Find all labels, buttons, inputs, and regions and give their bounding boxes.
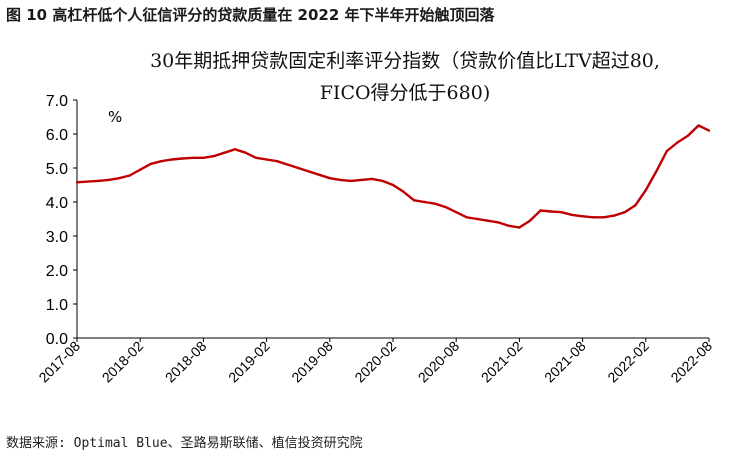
data-point xyxy=(328,177,331,180)
data-point xyxy=(444,205,447,209)
data-point xyxy=(613,214,616,217)
data-point xyxy=(265,158,268,161)
data-point xyxy=(233,148,237,151)
y-tick-label: 4.0 xyxy=(46,195,68,212)
data-point xyxy=(433,202,437,205)
data-point xyxy=(223,151,226,154)
y-tick-label: 0.0 xyxy=(46,331,68,348)
figure-caption: 图 10 高杠杆低个人征信评分的贷款质量在 2022 年下半年开始触顶回落 xyxy=(6,6,495,24)
data-point xyxy=(75,181,79,184)
data-point xyxy=(686,134,690,137)
data-point xyxy=(518,226,521,229)
y-tick-label: 2.0 xyxy=(46,263,68,280)
data-point xyxy=(644,188,647,192)
y-tick-label: 6.0 xyxy=(46,127,68,144)
data-point xyxy=(349,179,353,183)
data-point xyxy=(655,170,658,173)
data-point xyxy=(707,129,711,132)
data-point xyxy=(581,215,584,218)
data-point xyxy=(697,124,700,127)
y-axis-unit-label: % xyxy=(108,108,123,126)
x-tick-label: 2021-08 xyxy=(541,338,589,386)
data-point xyxy=(455,211,458,214)
data-point xyxy=(570,213,574,217)
data-point xyxy=(402,190,405,193)
data-point xyxy=(117,177,121,180)
data-point xyxy=(212,154,216,158)
data-point xyxy=(160,160,163,163)
data-point xyxy=(549,210,553,213)
data-point xyxy=(486,219,489,222)
data-point xyxy=(391,183,395,187)
data-point xyxy=(96,179,100,183)
x-tick-label: 2021-02 xyxy=(478,338,526,386)
y-tick-label: 3.0 xyxy=(46,229,68,246)
data-point xyxy=(202,156,205,159)
data-point xyxy=(149,162,152,166)
data-point xyxy=(423,200,426,204)
x-tick-label: 2018-02 xyxy=(99,338,147,386)
data-point xyxy=(139,168,142,171)
x-tick-label: 2020-02 xyxy=(351,338,399,386)
data-point xyxy=(497,221,500,224)
x-tick-label: 2018-08 xyxy=(162,338,210,386)
data-point xyxy=(591,216,595,219)
x-tick-label: 2020-08 xyxy=(415,338,463,386)
x-tick-label: 2022-08 xyxy=(667,338,715,386)
x-tick-label: 2019-02 xyxy=(225,338,273,386)
data-point xyxy=(181,157,184,160)
data-point xyxy=(676,141,679,144)
data-point xyxy=(307,170,310,173)
x-tick-label: 2019-08 xyxy=(288,338,336,386)
chart-title-line2: FICO得分低于680) xyxy=(319,82,491,104)
data-point xyxy=(339,178,342,182)
data-point xyxy=(476,217,479,221)
data-point xyxy=(170,158,173,161)
x-tick-label: 2022-02 xyxy=(604,338,652,386)
data-point xyxy=(602,216,605,219)
chart-title-line1: 30年期抵押贷款固定利率评分指数（贷款价值比LTV超过80, xyxy=(150,50,660,72)
y-tick-label: 7.0 xyxy=(46,93,68,110)
y-tick-label: 5.0 xyxy=(46,161,68,178)
data-point xyxy=(412,199,416,202)
data-point xyxy=(275,160,279,163)
data-point xyxy=(318,173,321,176)
data-point xyxy=(528,219,532,222)
data-point xyxy=(86,180,89,183)
source-note: 数据来源: Optimal Blue、圣路易斯联储、植信投资研究院 xyxy=(6,436,363,451)
data-point xyxy=(381,179,384,183)
data-point xyxy=(665,149,669,153)
data-point xyxy=(128,174,131,177)
data-point xyxy=(360,178,363,182)
y-tick-label: 1.0 xyxy=(46,297,68,314)
data-point xyxy=(539,209,542,212)
series-line xyxy=(76,124,710,229)
data-point xyxy=(370,177,374,181)
data-point xyxy=(634,204,637,207)
data-point xyxy=(465,216,468,219)
data-point xyxy=(191,156,195,159)
data-point xyxy=(244,151,247,154)
data-point xyxy=(286,163,289,166)
data-point xyxy=(107,178,110,182)
data-point xyxy=(623,211,626,214)
data-point xyxy=(560,211,563,214)
data-point xyxy=(507,224,511,227)
data-point xyxy=(297,166,300,170)
data-point xyxy=(254,156,258,159)
